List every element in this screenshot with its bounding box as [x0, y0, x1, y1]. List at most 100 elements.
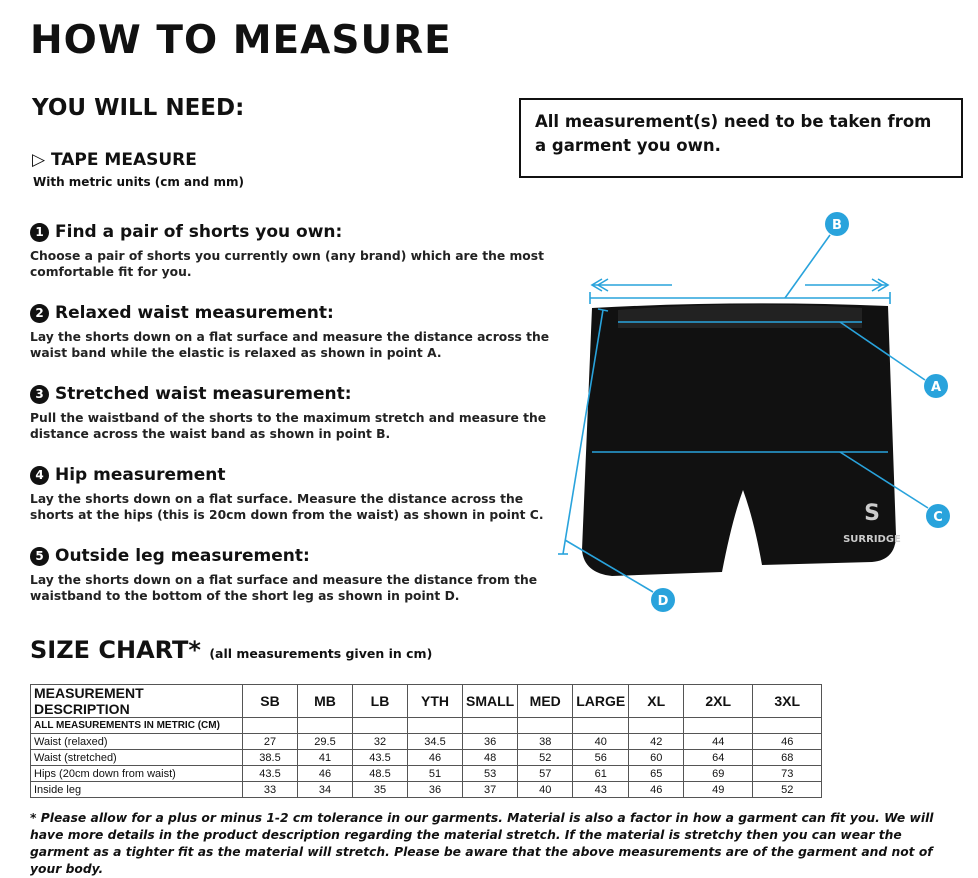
table-cell: 49 — [683, 781, 754, 798]
number-badge-icon: 3 — [30, 384, 49, 404]
table-cell: 46 — [407, 749, 463, 766]
you-will-need-heading: YOU WILL NEED: — [32, 95, 245, 121]
step-description: Pull the waistband of the shorts to the … — [30, 411, 547, 441]
shorts-diagram: SURRIDGE S B A C D — [558, 212, 950, 612]
shorts-image — [582, 303, 896, 576]
row-label: Inside leg — [30, 781, 243, 798]
table-row: Hips (20cm down from waist) 43.5 46 48.5 51 5… — [30, 765, 823, 782]
table-cell: 34 — [297, 781, 353, 798]
table-cell: 56 — [572, 749, 630, 766]
table-cell: 57 — [517, 765, 574, 782]
step-1: 1 Find a pair of shorts you own: Choose a … — [30, 222, 560, 280]
column-header: SB — [242, 684, 298, 718]
table-cell: 35 — [352, 781, 408, 798]
column-header: LB — [352, 684, 408, 718]
tape-measure-sub: With metric units (cm and mm) — [33, 175, 244, 189]
number-badge-icon: 4 — [30, 465, 49, 485]
table-cell: 48 — [461, 749, 519, 766]
table-cell: 52 — [752, 781, 823, 798]
table-cell: 43 — [572, 781, 630, 798]
table-cell: 36 — [461, 733, 519, 750]
step-title: 4 Hip measurement — [30, 465, 560, 485]
step-3: 3 Stretched waist measurement: Pull the wa… — [30, 384, 560, 442]
number-badge-icon: 1 — [30, 222, 49, 242]
step-description: Lay the shorts down on a flat surface an… — [30, 573, 538, 603]
table-subheader-row: ALL MEASUREMENTS IN METRIC (CM) — [30, 717, 823, 734]
table-cell: 44 — [683, 733, 754, 750]
garment-note-box: All measurement(s) need to be taken from… — [519, 98, 963, 178]
table-cell: 65 — [628, 765, 685, 782]
step-4: 4 Hip measurement Lay the shorts down on a… — [30, 465, 560, 523]
size-chart-heading: SIZE CHART* (all measurements given in c… — [30, 636, 433, 664]
column-header: 2XL — [683, 684, 754, 718]
row-label: Waist (stretched) — [30, 749, 243, 766]
step-title: 3 Stretched waist measurement: — [30, 384, 560, 404]
svg-text:A: A — [931, 380, 941, 395]
step-description: Lay the shorts down on a flat surface an… — [30, 330, 550, 360]
table-cell: 38 — [517, 733, 574, 750]
table-cell: 73 — [752, 765, 823, 782]
step-title: 2 Relaxed waist measurement: — [30, 303, 560, 323]
table-cell: 27 — [242, 733, 298, 750]
svg-text:C: C — [933, 510, 943, 525]
table-cell: 53 — [461, 765, 519, 782]
table-cell: 34.5 — [407, 733, 463, 750]
column-header: SMALL — [461, 684, 519, 718]
table-cell: 41 — [297, 749, 353, 766]
number-badge-icon: 2 — [30, 303, 49, 323]
table-cell: 40 — [572, 733, 630, 750]
page-title: HOW TO MEASURE — [30, 18, 452, 63]
row-label: Waist (relaxed) — [30, 733, 243, 750]
tape-measure-heading: ▷ TAPE MEASURE — [32, 150, 197, 170]
column-header: 3XL — [752, 684, 823, 718]
size-chart-table: MEASUREMENT DESCRIPTION SB MB LB YTH SMALL MED… — [30, 684, 823, 798]
table-cell: 64 — [683, 749, 754, 766]
point-c-marker: C — [926, 504, 950, 528]
table-cell: 46 — [628, 781, 685, 798]
column-header: MED — [517, 684, 574, 718]
table-cell: 69 — [683, 765, 754, 782]
table-cell: 52 — [517, 749, 574, 766]
row-label: Hips (20cm down from waist) — [30, 765, 243, 782]
point-a-marker: A — [924, 374, 948, 398]
table-cell: 29.5 — [297, 733, 353, 750]
column-header: MEASUREMENT DESCRIPTION — [30, 684, 243, 718]
step-5: 5 Outside leg measurement: Lay the shorts … — [30, 546, 560, 604]
table-cell: 60 — [628, 749, 685, 766]
column-header: LARGE — [572, 684, 630, 718]
table-row: Inside leg 33 34 35 36 37 40 43 46 49 52 — [30, 781, 823, 798]
step-title: 5 Outside leg measurement: — [30, 546, 560, 566]
point-b-marker: B — [825, 212, 849, 236]
table-header-row: MEASUREMENT DESCRIPTION SB MB LB YTH SMALL MED… — [30, 684, 823, 718]
column-header: XL — [628, 684, 685, 718]
table-cell: 61 — [572, 765, 630, 782]
table-cell: 43.5 — [352, 749, 408, 766]
table-cell: 48.5 — [352, 765, 408, 782]
column-header: MB — [297, 684, 353, 718]
brand-logo: SURRIDGE — [843, 534, 901, 545]
table-cell: 46 — [297, 765, 353, 782]
table-cell: 40 — [517, 781, 574, 798]
table-cell: 42 — [628, 733, 685, 750]
svg-text:B: B — [832, 218, 842, 233]
svg-text:S: S — [864, 501, 880, 526]
table-cell: 68 — [752, 749, 823, 766]
step-description: Lay the shorts down on a flat surface. M… — [30, 492, 544, 522]
column-header: YTH — [407, 684, 463, 718]
table-cell: 43.5 — [242, 765, 298, 782]
table-cell: 51 — [407, 765, 463, 782]
footnote: * Please allow for a plus or minus 1-2 c… — [30, 811, 934, 876]
point-d-marker: D — [651, 588, 675, 612]
step-title: 1 Find a pair of shorts you own: — [30, 222, 560, 242]
play-triangle-icon: ▷ — [32, 150, 46, 170]
table-cell: 37 — [461, 781, 519, 798]
number-badge-icon: 5 — [30, 546, 49, 566]
svg-text:D: D — [658, 594, 669, 609]
table-cell: 38.5 — [242, 749, 298, 766]
table-cell: 46 — [752, 733, 823, 750]
table-cell: 36 — [407, 781, 463, 798]
table-row: Waist (relaxed) 27 29.5 32 34.5 36 38 40 42 44 46 — [30, 733, 823, 750]
table-cell: 33 — [242, 781, 298, 798]
step-2: 2 Relaxed waist measurement: Lay the short… — [30, 303, 560, 361]
